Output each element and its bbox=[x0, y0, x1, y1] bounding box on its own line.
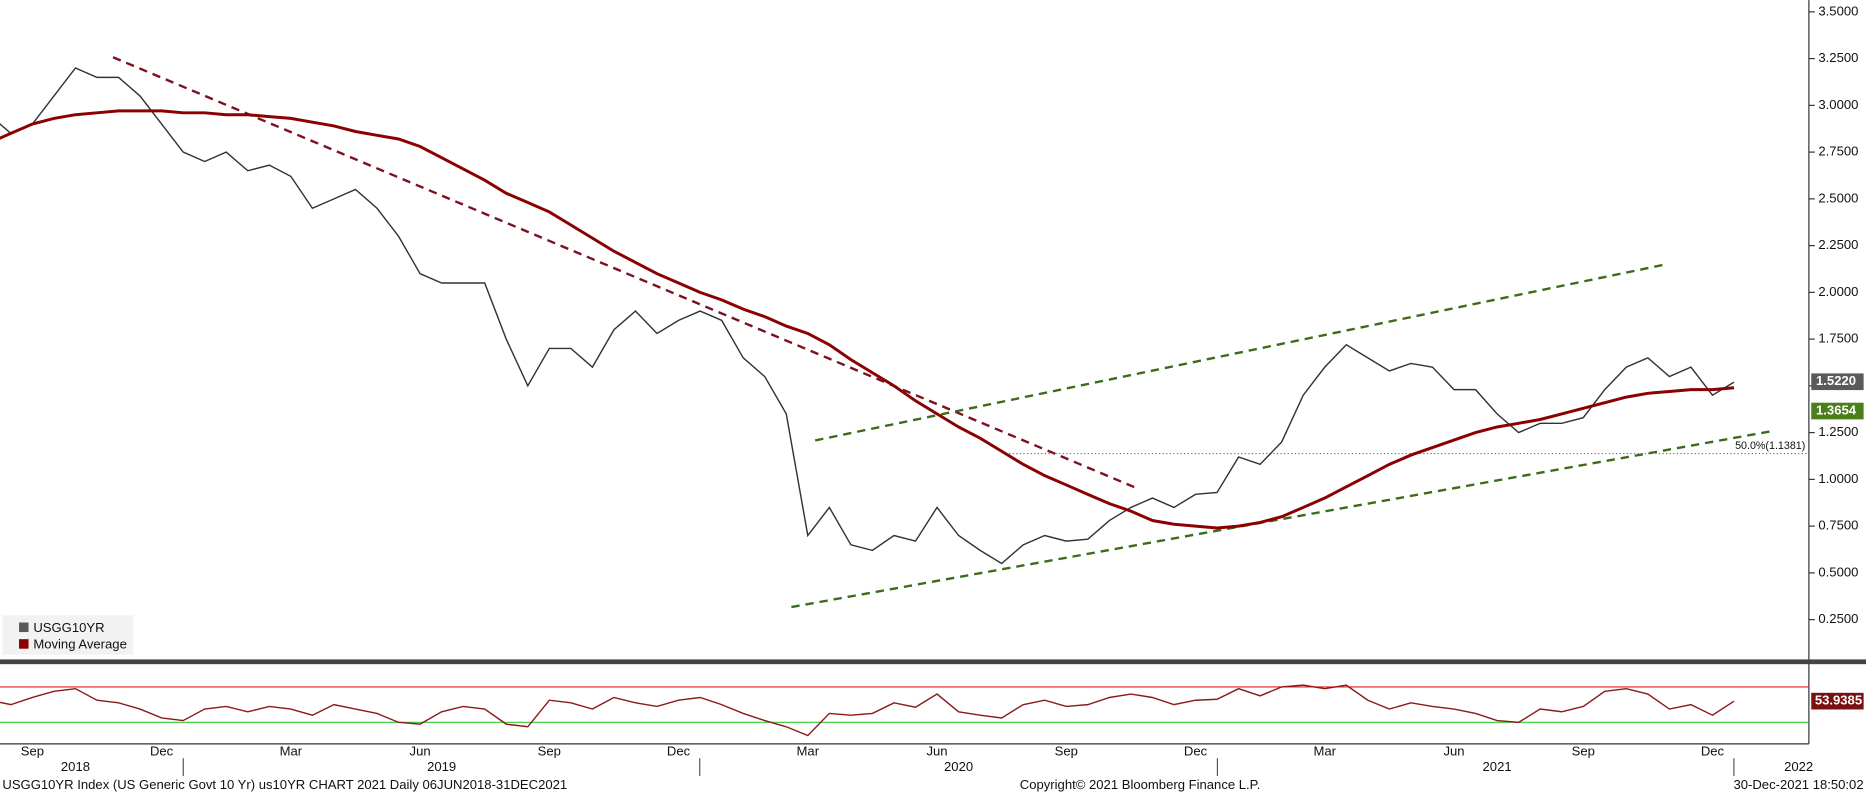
y-tick-label: 0.7500 bbox=[1818, 518, 1858, 533]
y-tick-label: 2.5000 bbox=[1818, 190, 1858, 205]
year-label: 2019 bbox=[427, 759, 456, 774]
x-tick-label: Sep bbox=[538, 744, 561, 759]
x-tick-label: Sep bbox=[21, 744, 44, 759]
x-tick-label: Dec bbox=[1184, 744, 1208, 759]
y-tick-label: 1.0000 bbox=[1818, 471, 1858, 486]
legend-swatch bbox=[19, 622, 29, 633]
y-tick-label: 1.7500 bbox=[1818, 331, 1858, 346]
price-tag-label: 1.3654 bbox=[1816, 402, 1857, 417]
year-label: 2022 bbox=[1784, 759, 1813, 774]
footer-right: 30-Dec-2021 18:50:02 bbox=[1733, 777, 1863, 792]
year-label: 2021 bbox=[1483, 759, 1512, 774]
footer-left: USGG10YR Index (US Generic Govt 10 Yr) u… bbox=[2, 777, 567, 792]
y-tick-label: 3.2500 bbox=[1818, 50, 1858, 65]
legend-swatch bbox=[19, 639, 29, 649]
year-label: 2020 bbox=[944, 759, 973, 774]
year-label: 2018 bbox=[61, 759, 90, 774]
x-tick-label: Sep bbox=[1055, 744, 1078, 759]
series-line bbox=[0, 109, 1735, 530]
x-tick-label: Mar bbox=[280, 744, 303, 759]
y-tick-label: 0.2500 bbox=[1818, 611, 1858, 626]
series-line bbox=[0, 67, 1735, 565]
x-tick-label: Jun bbox=[1443, 744, 1464, 759]
y-tick-label: 2.0000 bbox=[1818, 284, 1858, 299]
y-tick-label: 0.5000 bbox=[1818, 564, 1858, 579]
rsi-tag bbox=[1811, 692, 1864, 710]
x-tick-label: Dec bbox=[667, 744, 691, 759]
rsi-tag-label: 53.9385 bbox=[1815, 693, 1862, 708]
y-tick-label: 2.7500 bbox=[1818, 144, 1858, 159]
trendline bbox=[791, 429, 1774, 609]
x-tick-label: Dec bbox=[150, 744, 174, 759]
y-tick-label: 3.5000 bbox=[1818, 3, 1858, 18]
x-tick-label: Jun bbox=[926, 744, 947, 759]
legend-label: Moving Average bbox=[33, 637, 127, 652]
panel-divider bbox=[0, 659, 1866, 665]
series-line bbox=[0, 684, 1735, 737]
footer-center: Copyright© 2021 Bloomberg Finance L.P. bbox=[1020, 777, 1261, 792]
x-tick-label: Jun bbox=[410, 744, 431, 759]
level-label: 50.0%(1.1381) bbox=[1735, 440, 1805, 452]
x-tick-label: Sep bbox=[1572, 744, 1595, 759]
price-tag bbox=[1811, 373, 1864, 391]
legend: USGG10YR Moving Average bbox=[2, 615, 134, 655]
y-tick-label: 1.2500 bbox=[1818, 424, 1858, 439]
y-tick-label: 3.0000 bbox=[1818, 97, 1858, 112]
x-tick-label: Dec bbox=[1701, 744, 1725, 759]
x-tick-label: Mar bbox=[1313, 744, 1336, 759]
price-tag-label: 1.5220 bbox=[1816, 373, 1856, 388]
year-separators bbox=[182, 758, 1735, 777]
y-tick-label: 2.2500 bbox=[1818, 237, 1858, 252]
trendline bbox=[814, 263, 1667, 442]
legend-label: USGG10YR bbox=[33, 620, 104, 635]
price-tag bbox=[1811, 402, 1864, 420]
x-tick-label: Mar bbox=[797, 744, 820, 759]
